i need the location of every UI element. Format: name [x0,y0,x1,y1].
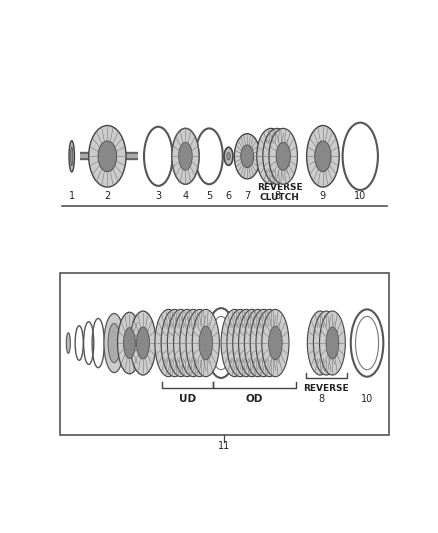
Text: REVERSE
CLUTCH: REVERSE CLUTCH [257,183,302,203]
Text: 10: 10 [354,191,366,201]
Ellipse shape [66,333,71,353]
Ellipse shape [167,309,194,377]
Ellipse shape [193,326,206,360]
Ellipse shape [307,125,339,187]
Ellipse shape [263,128,291,184]
Ellipse shape [270,142,284,170]
Text: 4: 4 [182,191,188,201]
Ellipse shape [172,128,199,184]
Ellipse shape [269,128,297,184]
Text: 11: 11 [219,441,230,450]
Ellipse shape [244,309,272,377]
Ellipse shape [174,326,188,360]
Ellipse shape [256,309,283,377]
Ellipse shape [88,125,126,187]
Ellipse shape [192,309,219,377]
Ellipse shape [240,326,253,360]
Ellipse shape [239,309,266,377]
Ellipse shape [173,309,201,377]
Ellipse shape [314,327,327,359]
Ellipse shape [69,141,74,172]
Ellipse shape [137,327,149,359]
Ellipse shape [108,324,120,363]
Text: 2: 2 [104,191,110,201]
Ellipse shape [250,309,277,377]
Ellipse shape [251,326,265,360]
Ellipse shape [130,311,156,375]
Ellipse shape [314,311,339,375]
Ellipse shape [179,142,192,170]
Text: 6: 6 [226,191,232,201]
Ellipse shape [187,326,200,360]
Ellipse shape [276,142,290,170]
Text: 5: 5 [206,191,212,201]
Text: UD: UD [179,394,196,405]
Ellipse shape [172,128,199,184]
Ellipse shape [307,311,333,375]
Ellipse shape [268,326,282,360]
Ellipse shape [234,326,247,360]
Ellipse shape [98,141,117,172]
Text: 3: 3 [155,191,161,201]
Ellipse shape [241,145,254,167]
Ellipse shape [234,134,260,179]
Ellipse shape [161,309,188,377]
Ellipse shape [320,327,333,359]
Text: 8: 8 [318,394,324,405]
Text: 7: 7 [244,191,251,201]
Ellipse shape [227,152,230,160]
Text: OD: OD [245,394,263,405]
Ellipse shape [221,309,248,377]
Bar [60,273,389,435]
Ellipse shape [224,147,233,165]
Ellipse shape [199,326,212,360]
Ellipse shape [178,141,193,172]
Ellipse shape [155,309,182,377]
Ellipse shape [180,326,194,360]
Ellipse shape [263,326,276,360]
Text: 10: 10 [361,394,373,405]
Ellipse shape [104,313,124,373]
Text: REVERSE: REVERSE [304,384,349,393]
Ellipse shape [180,309,207,377]
Ellipse shape [117,312,141,374]
Ellipse shape [315,141,331,172]
Ellipse shape [326,327,339,359]
Ellipse shape [227,309,254,377]
Ellipse shape [168,326,181,360]
Ellipse shape [320,311,345,375]
Ellipse shape [124,328,135,358]
Ellipse shape [257,128,285,184]
Ellipse shape [186,309,213,377]
Ellipse shape [233,309,260,377]
Text: 9: 9 [320,191,326,201]
Ellipse shape [264,142,278,170]
Text: 8: 8 [274,191,280,201]
Ellipse shape [162,326,175,360]
Ellipse shape [228,326,241,360]
Ellipse shape [262,309,289,377]
Ellipse shape [257,326,271,360]
Text: 1: 1 [69,191,75,201]
Ellipse shape [245,326,259,360]
Ellipse shape [71,147,73,166]
